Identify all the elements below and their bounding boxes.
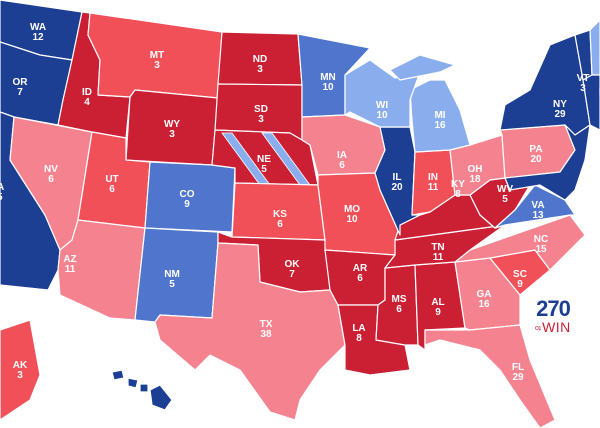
hawaii-island-small[interactable] xyxy=(111,369,125,381)
nj-de-md-dc[interactable] xyxy=(504,124,591,201)
state-nh[interactable] xyxy=(589,19,600,76)
state-label-hi: HI 4 xyxy=(130,407,140,428)
logo-number: 270 xyxy=(536,296,571,321)
state-tx[interactable] xyxy=(154,242,346,421)
state-nc[interactable] xyxy=(454,214,586,271)
state-oh[interactable] xyxy=(449,134,506,196)
hawaii-island-maui[interactable] xyxy=(139,383,149,393)
state-abbr: HI xyxy=(130,407,140,418)
state-ak[interactable] xyxy=(0,319,41,421)
new-england-states[interactable] xyxy=(582,74,600,131)
state-wy[interactable] xyxy=(125,89,219,166)
state-co[interactable] xyxy=(144,161,236,233)
state-il[interactable] xyxy=(374,126,421,236)
state-mt[interactable] xyxy=(87,12,223,99)
hawaii-island-mid[interactable] xyxy=(127,377,139,389)
270towin-logo[interactable]: 270 to WIN xyxy=(528,296,578,335)
state-ks[interactable] xyxy=(231,182,326,241)
state-tn[interactable] xyxy=(384,224,506,269)
logo-to: to xyxy=(535,324,542,331)
state-mi[interactable] xyxy=(409,79,471,153)
state-nm[interactable] xyxy=(134,227,219,323)
state-ny[interactable] xyxy=(499,34,591,136)
ne-district-stripe xyxy=(261,132,311,185)
state-nd[interactable] xyxy=(217,31,303,86)
michigan-upper-peninsula[interactable] xyxy=(389,54,456,81)
ne-district-stripe xyxy=(221,132,271,185)
split-vote-stripes xyxy=(221,132,311,185)
state-electoral-votes: 4 xyxy=(132,417,138,428)
state-fl[interactable] xyxy=(424,324,556,428)
state-va[interactable] xyxy=(494,184,576,229)
logo-win: WIN xyxy=(542,319,571,335)
state-hi[interactable] xyxy=(149,384,173,411)
